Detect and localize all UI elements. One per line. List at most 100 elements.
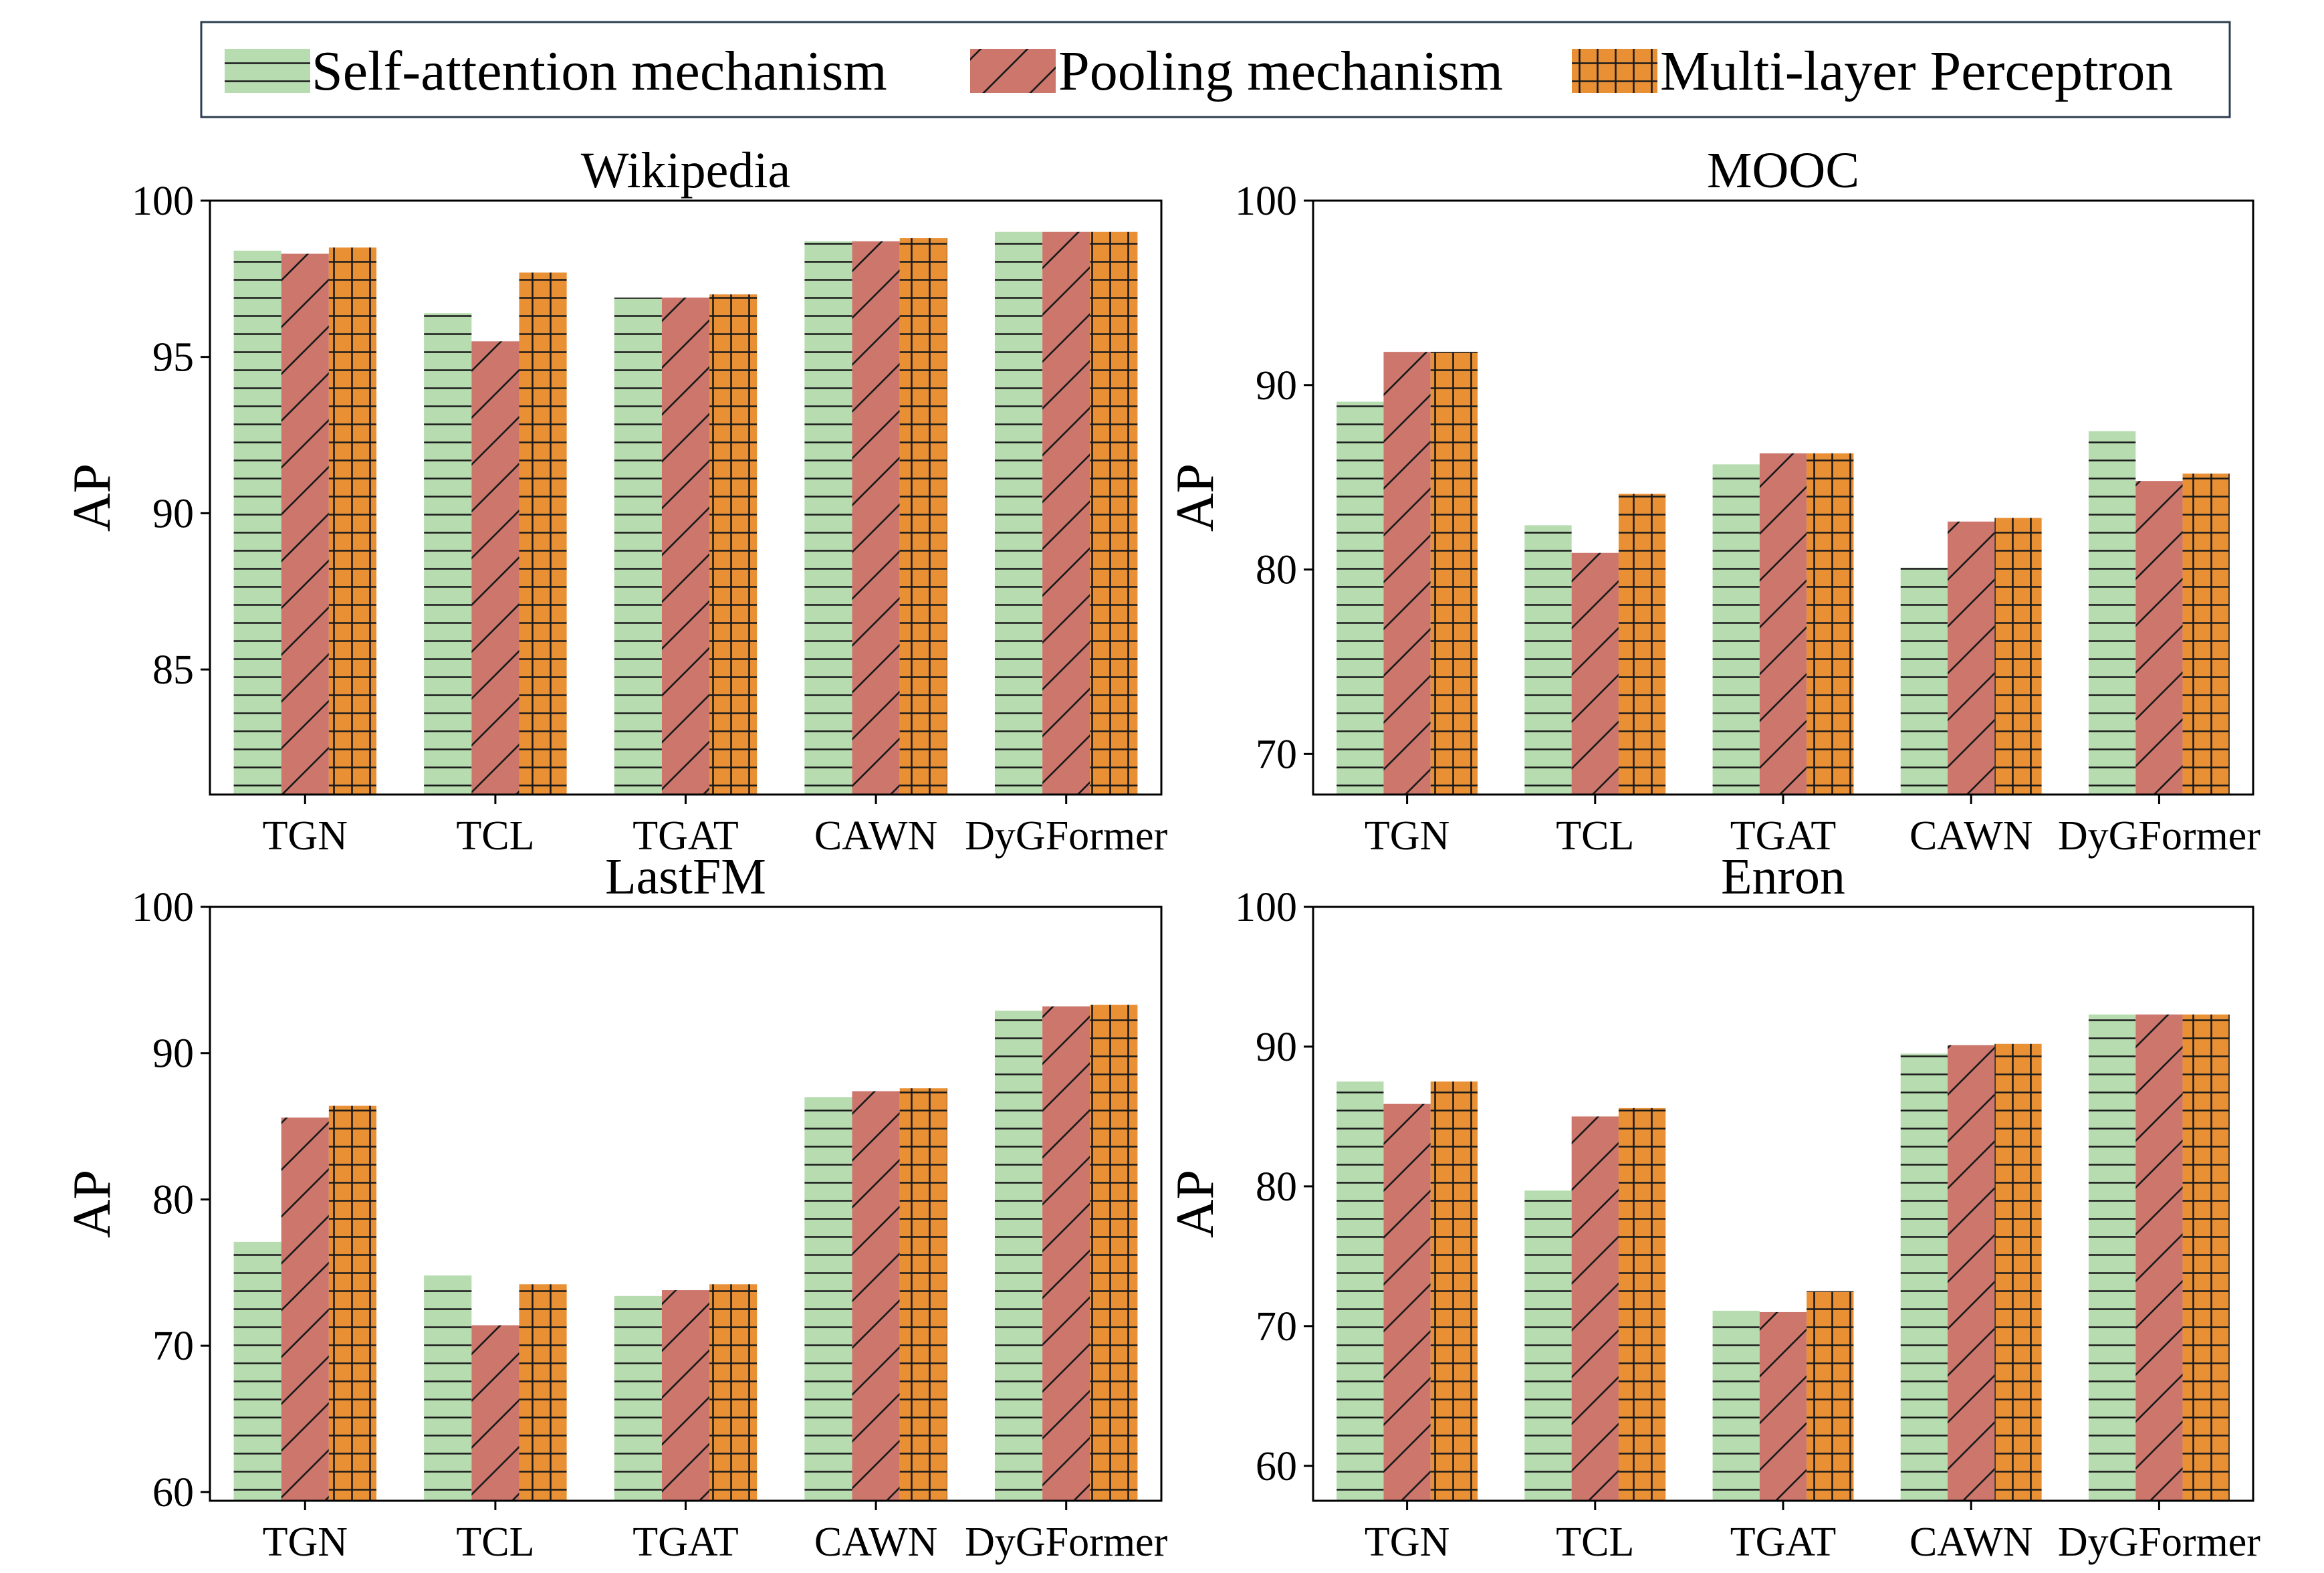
chart-title: LastFM <box>605 849 766 905</box>
chart-title: Wikipedia <box>581 142 791 199</box>
bar-tgn-self-attention <box>233 250 281 795</box>
bar-cawn-self-attention <box>1900 567 1948 795</box>
legend: Self-attention mechanism Pooling mechani… <box>200 21 2231 118</box>
y-tick-label: 100 <box>1235 885 1297 930</box>
bar-tcl-pooling <box>1571 552 1619 795</box>
legend-swatch-mlp <box>1572 49 1657 93</box>
bar-cawn-mlp <box>1994 1043 2042 1501</box>
bar-dygformer-self-attention <box>994 1011 1043 1501</box>
bar-tcl-pooling <box>471 1325 519 1501</box>
bar-tgn-self-attention <box>1337 401 1384 795</box>
legend-frame <box>200 21 2231 118</box>
x-tick-label-tcl: TCL <box>456 1519 534 1565</box>
chart-panel-wikipedia: 85 90 95 100 TGN TCL TGAT CAWN DyGFormer Wikipedi… <box>63 142 1168 859</box>
y-tick-label: 90 <box>1256 363 1297 409</box>
bar-tgat-pooling <box>661 297 710 795</box>
x-tick-label-dygformer: DyGFormer <box>2058 1519 2260 1565</box>
bar-tcl-mlp <box>1618 1108 1666 1501</box>
bar-dygformer-pooling <box>1042 231 1090 795</box>
x-tick-label-tgn: TGN <box>263 813 348 859</box>
bar-tgn-self-attention <box>233 1241 281 1501</box>
bar-cawn-mlp <box>1994 518 2042 795</box>
bar-cawn-pooling <box>1948 1045 1995 1501</box>
y-axis-label: AP <box>1166 1170 1225 1238</box>
x-tick-label-tcl: TCL <box>1556 813 1634 859</box>
bar-tgat-self-attention <box>1712 1310 1760 1501</box>
bar-tcl-self-attention <box>424 313 472 795</box>
y-tick-label: 85 <box>152 647 194 693</box>
y-tick-label: 95 <box>152 335 194 381</box>
x-tick-label-cawn: CAWN <box>814 1519 937 1565</box>
bar-tgn-mlp <box>328 1106 377 1501</box>
legend-label-self-attention: Self-attention mechanism <box>312 40 887 102</box>
y-tick-label: 80 <box>1256 548 1297 593</box>
x-tick-label-dygformer: DyGFormer <box>2058 813 2260 859</box>
bar-dygformer-pooling <box>2135 481 2183 795</box>
bar-tgn-self-attention <box>1337 1081 1384 1501</box>
y-tick-label: 60 <box>152 1470 194 1515</box>
bar-tgat-pooling <box>661 1290 710 1501</box>
x-tick-label-cawn: CAWN <box>1909 1519 2032 1565</box>
chart-panel-enron: 60 70 80 90 100 TGN TCL TGAT CAWN DyGFormer Enron A… <box>1166 849 2260 1565</box>
bar-cawn-pooling <box>852 241 900 795</box>
y-axis-label: AP <box>63 463 122 532</box>
y-tick-label: 60 <box>1256 1444 1297 1489</box>
x-tick-label-tgat: TGAT <box>1730 1519 1836 1565</box>
bar-tgn-pooling <box>1383 352 1431 795</box>
bar-dygformer-self-attention <box>2088 431 2136 795</box>
bar-tgat-mlp <box>1807 453 1854 795</box>
bar-tgat-mlp <box>709 1284 758 1501</box>
bar-dygformer-mlp <box>1090 231 1138 795</box>
bar-dygformer-mlp <box>2182 1014 2230 1501</box>
bar-cawn-pooling <box>1948 521 1995 795</box>
x-tick-label-tgat: TGAT <box>1730 813 1836 859</box>
y-tick-label: 90 <box>1256 1025 1297 1070</box>
bar-tgn-pooling <box>281 1117 329 1501</box>
bar-tgn-mlp <box>328 247 377 795</box>
bar-dygformer-self-attention <box>2088 1014 2136 1501</box>
y-tick-label: 70 <box>1256 732 1297 777</box>
bar-cawn-self-attention <box>804 1097 852 1501</box>
legend-label-mlp: Multi-layer Perceptron <box>1660 40 2173 102</box>
bar-dygformer-mlp <box>2182 474 2230 795</box>
bar-cawn-mlp <box>899 1088 947 1501</box>
bar-cawn-pooling <box>852 1091 900 1501</box>
x-tick-label-dygformer: DyGFormer <box>965 1519 1167 1565</box>
bar-tcl-mlp <box>519 1284 567 1501</box>
x-tick-label-tgn: TGN <box>1365 1519 1449 1565</box>
x-tick-label-tgat: TGAT <box>632 813 738 859</box>
bar-tgat-self-attention <box>614 1295 662 1501</box>
bar-cawn-self-attention <box>1900 1053 1948 1501</box>
bar-tgn-pooling <box>281 253 329 795</box>
bar-dygformer-mlp <box>1090 1005 1138 1501</box>
legend-swatch-self-attention <box>225 49 310 93</box>
bar-tgat-pooling <box>1759 453 1807 795</box>
bar-tcl-self-attention <box>424 1275 472 1501</box>
bar-cawn-mlp <box>899 238 947 795</box>
y-tick-label: 90 <box>152 1031 194 1077</box>
bar-tgn-pooling <box>1383 1104 1431 1501</box>
bar-dygformer-pooling <box>1042 1006 1090 1501</box>
y-tick-label: 100 <box>132 885 194 930</box>
y-axis-label: AP <box>1166 463 1225 532</box>
bar-tcl-self-attention <box>1524 1190 1572 1501</box>
x-tick-label-tgat: TGAT <box>632 1519 738 1565</box>
bar-tgn-mlp <box>1430 352 1478 795</box>
y-tick-label: 100 <box>132 179 194 224</box>
bar-tgat-pooling <box>1759 1312 1807 1501</box>
bar-tcl-pooling <box>1571 1116 1619 1501</box>
x-tick-label-dygformer: DyGFormer <box>965 813 1167 859</box>
x-tick-label-cawn: CAWN <box>814 813 937 859</box>
bar-tgat-self-attention <box>1712 464 1760 795</box>
bar-dygformer-pooling <box>2135 1014 2183 1501</box>
y-tick-label: 100 <box>1235 179 1297 224</box>
y-tick-label: 80 <box>1256 1164 1297 1210</box>
chart-title: MOOC <box>1707 142 1859 199</box>
legend-swatch-pooling <box>970 49 1056 93</box>
bar-tgat-mlp <box>709 294 758 795</box>
bar-dygformer-self-attention <box>994 231 1043 795</box>
bar-tgat-self-attention <box>614 297 662 795</box>
x-tick-label-tgn: TGN <box>1365 813 1449 859</box>
y-axis-label: AP <box>63 1170 122 1238</box>
